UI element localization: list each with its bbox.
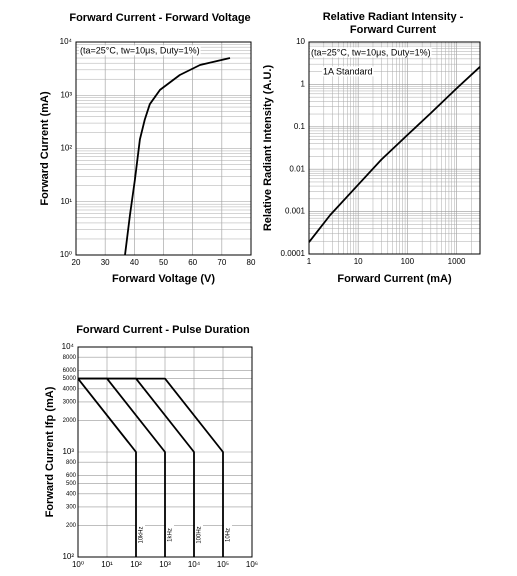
y-axis-title: Forward Current (mA) xyxy=(39,91,51,206)
series-label: 10Hz xyxy=(226,528,232,542)
y-tick-label: 0.01 xyxy=(289,164,305,173)
y-tick-label: 1 xyxy=(301,80,306,89)
x-tick-label: 10³ xyxy=(159,560,171,569)
series-line xyxy=(77,378,137,557)
y-tick-label: 10⁴ xyxy=(62,342,75,351)
y-tick-label: 10³ xyxy=(60,90,72,99)
x-tick-label: 50 xyxy=(159,258,168,267)
y-tick-label: 200 xyxy=(66,523,77,529)
y-tick-label: 300 xyxy=(66,504,77,510)
x-tick-label: 80 xyxy=(247,258,256,267)
chart-title: Forward Current - Forward Voltage xyxy=(69,12,250,24)
y-tick-label: 0.001 xyxy=(285,207,306,216)
series-line xyxy=(78,377,224,557)
y-tick-label: 10 xyxy=(296,37,305,46)
plot-frame xyxy=(75,41,252,256)
x-tick-label: 10⁰ xyxy=(72,560,84,569)
y-tick-label: 10³ xyxy=(62,447,74,456)
x-axis-title: Forward Voltage (V) xyxy=(112,273,215,285)
chart-title: Relative Radiant Intensity - xyxy=(323,11,464,23)
x-tick-label: 10¹ xyxy=(101,560,113,569)
y-tick-label: 400 xyxy=(66,491,77,497)
y-tick-label: 6000 xyxy=(63,368,77,374)
x-tick-label: 20 xyxy=(72,258,81,267)
y-axis-title: Relative Radiant Intensity (A.U.) xyxy=(262,65,274,232)
annotation-background xyxy=(79,45,201,56)
label-background xyxy=(224,523,232,547)
series-line xyxy=(124,57,231,256)
y-tick-label: 800 xyxy=(66,460,77,466)
x-tick-label: 1000 xyxy=(448,257,466,266)
y-axis-title: Forward Current Ifp (mA) xyxy=(44,386,56,517)
annotation-background xyxy=(322,66,374,77)
annotation-background xyxy=(310,47,432,58)
label-background xyxy=(166,523,174,547)
series-label: 100Hz xyxy=(197,526,203,543)
label-background xyxy=(137,523,145,547)
y-tick-label: 10² xyxy=(62,552,74,561)
y-tick-label: 0.0001 xyxy=(281,249,306,258)
x-tick-label: 60 xyxy=(188,258,197,267)
x-tick-label: 40 xyxy=(130,258,139,267)
x-tick-label: 70 xyxy=(217,258,226,267)
series-line xyxy=(308,66,481,243)
annotation: (ta=25°C, tw=10μs, Duty=1%) xyxy=(80,45,200,55)
x-tick-label: 10 xyxy=(354,257,363,266)
series-label: 1kHz xyxy=(168,528,174,542)
x-tick-label: 10⁴ xyxy=(188,560,201,569)
x-tick-label: 10⁶ xyxy=(246,560,258,569)
annotation: (ta=25°C, tw=10μs, Duty=1%) xyxy=(311,47,431,57)
annotation: 1A Standard xyxy=(323,66,373,76)
y-tick-label: 10⁴ xyxy=(60,37,73,46)
label-background xyxy=(195,523,203,547)
x-tick-label: 10² xyxy=(130,560,142,569)
x-tick-label: 30 xyxy=(101,258,110,267)
y-tick-label: 8000 xyxy=(63,355,77,361)
y-tick-label: 4000 xyxy=(63,386,77,392)
plot-frame xyxy=(308,41,481,255)
y-tick-label: 5000 xyxy=(63,376,77,382)
y-tick-label: 10² xyxy=(60,144,72,153)
x-axis-title: Forward Current (mA) xyxy=(337,273,452,285)
series-label: 10kHz xyxy=(139,526,145,543)
x-tick-label: 10⁵ xyxy=(217,560,229,569)
y-tick-label: 10⁰ xyxy=(60,250,72,259)
y-tick-label: 3000 xyxy=(63,399,77,405)
chart-title: Forward Current - Pulse Duration xyxy=(76,324,250,336)
y-tick-label: 2000 xyxy=(63,418,77,424)
y-tick-label: 500 xyxy=(66,481,77,487)
y-tick-label: 0.1 xyxy=(294,122,306,131)
x-tick-label: 1 xyxy=(307,257,312,266)
y-tick-label: 600 xyxy=(66,473,77,479)
x-tick-label: 100 xyxy=(401,257,415,266)
chart-title: Forward Current xyxy=(350,24,437,36)
y-tick-label: 10¹ xyxy=(60,197,72,206)
